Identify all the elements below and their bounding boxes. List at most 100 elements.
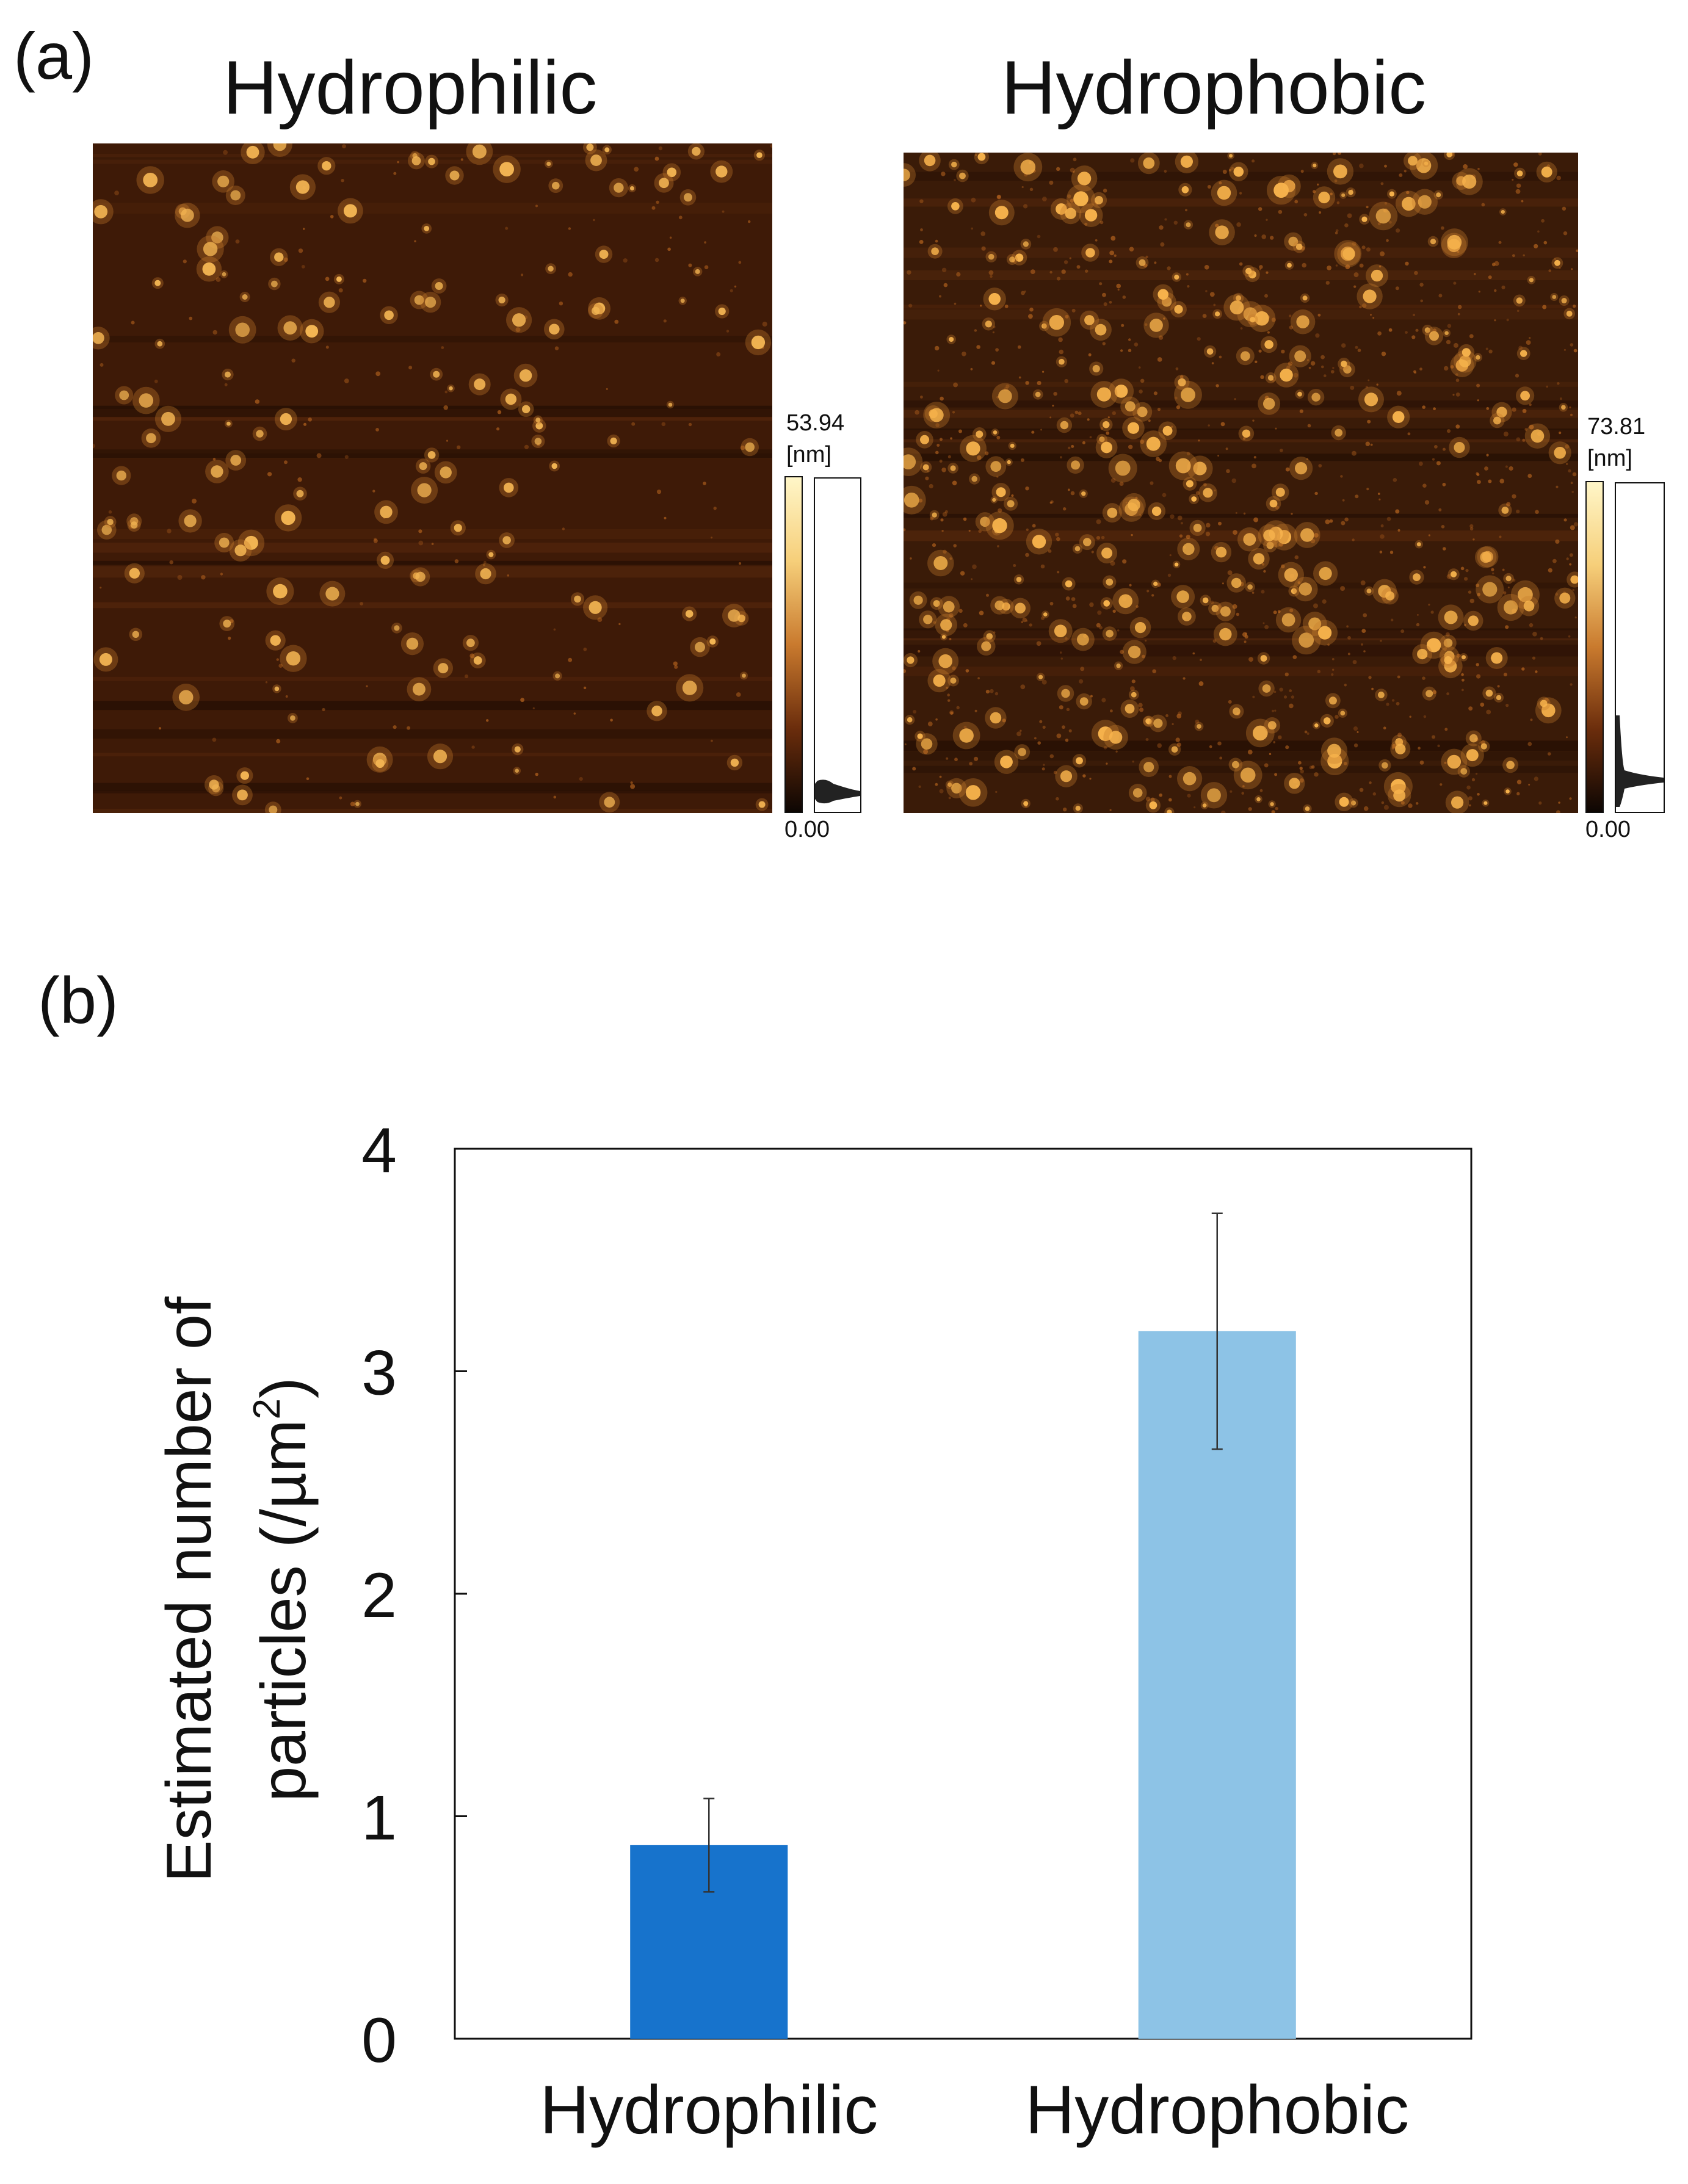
afm-speckle	[1302, 262, 1306, 268]
afm-speckle	[223, 150, 228, 155]
afm-speckle	[1484, 466, 1488, 471]
afm-particle	[1183, 772, 1197, 786]
afm-particle	[1137, 407, 1148, 418]
afm-particle	[1059, 358, 1065, 365]
afm-speckle	[131, 320, 135, 325]
afm-particle	[1341, 360, 1347, 367]
afm-speckle	[1572, 589, 1574, 591]
afm-particle	[1023, 241, 1029, 247]
afm-speckle	[1252, 159, 1255, 163]
afm-particle	[1174, 562, 1179, 567]
afm-speckle	[1466, 785, 1471, 790]
afm-speckle	[1503, 673, 1507, 677]
afm-particle	[324, 297, 335, 308]
afm-speckle	[276, 658, 279, 661]
afm-speckle	[1071, 308, 1076, 313]
x-tick-label-hydrophilic: Hydrophilic	[540, 2072, 878, 2148]
afm-particle	[1153, 581, 1158, 587]
afm-particle	[1157, 289, 1168, 300]
afm-speckle	[1408, 803, 1413, 808]
afm-particle	[271, 280, 278, 287]
afm-particle	[1363, 289, 1377, 303]
afm-speckle	[904, 743, 907, 745]
afm-particle	[1530, 429, 1545, 443]
afm-particle	[951, 783, 962, 794]
afm-speckle	[1444, 728, 1448, 731]
afm-particle	[1311, 392, 1320, 402]
afm-speckle	[656, 490, 662, 494]
afm-speckle	[1505, 465, 1508, 468]
afm-speckle	[1366, 247, 1371, 252]
afm-speckle	[1300, 769, 1304, 773]
afm-particle	[938, 654, 952, 668]
afm-speckle	[1291, 513, 1293, 515]
afm-speckle	[1229, 168, 1232, 172]
afm-particle	[1109, 731, 1123, 744]
afm-speckle	[1029, 187, 1034, 191]
afm-speckle	[1359, 163, 1364, 168]
afm-particle	[433, 371, 440, 378]
afm-speckle	[738, 562, 742, 565]
afm-particle	[1561, 298, 1567, 303]
afm-speckle	[283, 257, 288, 262]
afm-speckle	[497, 410, 502, 414]
colorbar-unit-hydrophilic: [nm]	[786, 442, 831, 468]
afm-speckle	[1498, 240, 1502, 244]
afm-speckle	[1505, 625, 1509, 629]
afm-particle	[325, 587, 339, 601]
afm-speckle	[988, 270, 994, 275]
afm-particle	[1266, 541, 1274, 549]
afm-speckle	[1306, 359, 1309, 361]
afm-speckle	[1363, 613, 1367, 618]
afm-speckle	[1041, 616, 1045, 620]
afm-particle	[1020, 159, 1036, 175]
afm-speckle	[1477, 793, 1480, 796]
afm-speckle	[1148, 419, 1151, 422]
afm-particle	[295, 180, 310, 194]
afm-speckle	[1209, 745, 1212, 748]
afm-speckle	[1571, 268, 1573, 270]
afm-particle	[1299, 632, 1314, 648]
afm-particle	[1079, 697, 1089, 706]
afm-speckle	[1569, 563, 1572, 566]
afm-particle	[1540, 700, 1548, 707]
afm-speckle	[1372, 317, 1375, 319]
afm-background	[93, 143, 772, 813]
afm-speckle	[1573, 305, 1576, 308]
afm-speckle	[904, 669, 907, 673]
afm-speckle	[990, 689, 994, 693]
afm-particle	[1523, 601, 1535, 612]
afm-speckle	[1018, 376, 1021, 379]
afm-speckle	[1065, 314, 1069, 319]
afm-speckle	[1355, 494, 1359, 499]
afm-speckle	[1397, 675, 1400, 679]
afm-speckle	[568, 657, 573, 662]
afm-speckle	[1049, 270, 1052, 274]
afm-speckle	[935, 450, 939, 455]
afm-speckle	[1476, 674, 1481, 679]
afm-scan-line	[904, 513, 1578, 518]
afm-speckle	[1361, 245, 1366, 250]
afm-particle	[920, 435, 929, 444]
afm-particle	[1096, 387, 1111, 402]
afm-speckle	[711, 739, 713, 742]
afm-speckle	[1289, 703, 1294, 709]
afm-speckle	[1187, 794, 1191, 798]
afm-speckle	[963, 623, 968, 627]
afm-speckle	[1175, 737, 1180, 742]
afm-speckle	[1153, 391, 1157, 396]
afm-speckle	[1049, 602, 1054, 606]
afm-speckle	[952, 411, 955, 414]
afm-speckle	[1157, 357, 1162, 362]
afm-speckle	[1317, 313, 1321, 317]
afm-particle	[1065, 580, 1073, 588]
afm-speckle	[1396, 391, 1402, 396]
afm-speckle	[1447, 324, 1452, 328]
afm-speckle	[634, 167, 639, 172]
y-tick-label: 4	[361, 1115, 397, 1186]
afm-speckle	[952, 480, 957, 486]
afm-speckle	[1128, 338, 1131, 341]
afm-speckle	[1516, 183, 1521, 188]
afm-particle	[659, 178, 669, 189]
afm-speckle	[372, 490, 375, 493]
